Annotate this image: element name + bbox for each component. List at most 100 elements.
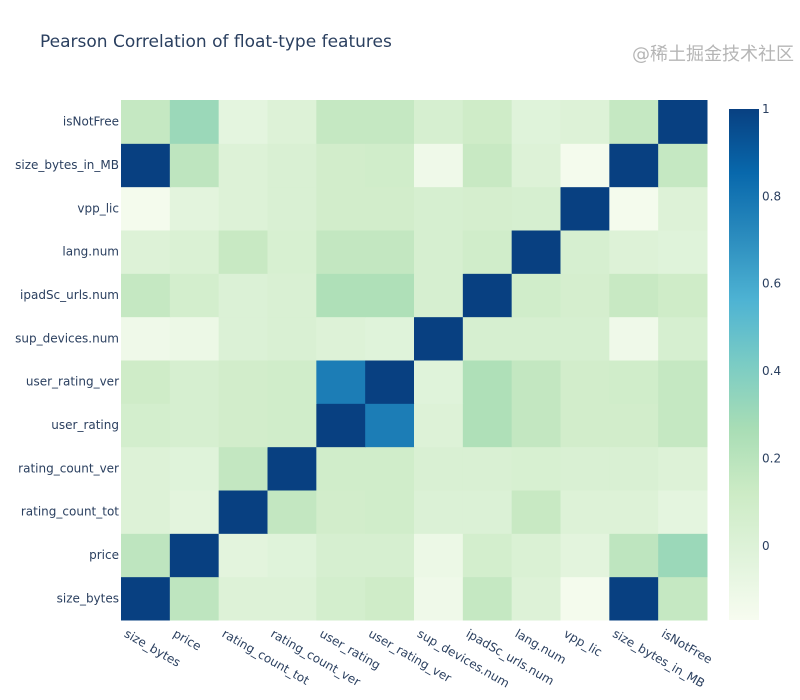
heatmap-cell-sup_devices.num-size_bytes [121, 316, 171, 361]
heatmap-cell-size_bytes_in_MB-sup_devices.num [414, 143, 464, 188]
heatmap-cell-lang.num-size_bytes_in_MB [609, 230, 659, 274]
heatmap-cell-rating_count_ver-user_rating_ver [365, 446, 415, 491]
colorbar-tick-label: 1 [762, 102, 770, 116]
heatmap-cell-user_rating_ver-vpp_lic [560, 360, 610, 404]
y-tick-label: user_rating [51, 418, 119, 432]
heatmap-cell-isNotFree-ipadSc_urls.num [462, 100, 513, 144]
x-tick-label: price [171, 626, 204, 653]
heatmap-cell-user_rating-rating_count_tot [218, 403, 268, 448]
heatmap-cell-rating_count_tot-user_rating_ver [365, 490, 415, 534]
heatmap-cell-size_bytes-lang.num [511, 576, 561, 621]
heatmap-cell-sup_devices.num-size_bytes_in_MB [609, 316, 659, 361]
heatmap-cell-vpp_lic-vpp_lic [560, 186, 610, 231]
heatmap-cell-size_bytes_in_MB-rating_count_ver [267, 143, 317, 188]
y-tick-label: vpp_lic [77, 201, 119, 215]
heatmap-cell-size_bytes_in_MB-rating_count_tot [218, 143, 268, 188]
x-tick-label: size_bytes_in_MB [610, 626, 707, 690]
heatmap-cell-price-vpp_lic [560, 533, 610, 578]
heatmap-cell-size_bytes_in_MB-size_bytes [121, 143, 171, 188]
heatmap-cell-lang.num-user_rating [316, 230, 366, 274]
heatmap-cell-sup_devices.num-user_rating_ver [365, 316, 415, 361]
x-tick-label: user_rating_ver [366, 626, 454, 685]
heatmap-cell-vpp_lic-user_rating_ver [365, 186, 415, 231]
heatmap-cell-vpp_lic-ipadSc_urls.num [462, 186, 513, 231]
heatmap-cell-ipadSc_urls.num-rating_count_tot [218, 273, 268, 318]
heatmap-cell-sup_devices.num-user_rating [316, 316, 366, 361]
heatmap-cell-rating_count_ver-sup_devices.num [414, 446, 464, 491]
heatmap-cell-user_rating-ipadSc_urls.num [462, 403, 513, 448]
heatmap-cell-vpp_lic-price [169, 186, 220, 231]
heatmap-cell-lang.num-lang.num [511, 230, 561, 274]
y-axis-tick-labels: size_bytes price rating_count_tot rating_co… [15, 115, 119, 606]
heatmap-cell-user_rating-user_rating [316, 403, 366, 448]
heatmap-cell-vpp_lic-size_bytes [121, 186, 171, 231]
heatmap-cell-lang.num-vpp_lic [560, 230, 610, 274]
heatmap-cell-user_rating-lang.num [511, 403, 561, 448]
heatmap-cell-rating_count_tot-size_bytes [121, 490, 171, 534]
heatmap-cell-sup_devices.num-rating_count_ver [267, 316, 317, 361]
heatmap-cell-ipadSc_urls.num-rating_count_ver [267, 273, 317, 318]
y-tick-label: size_bytes_in_MB [15, 158, 119, 172]
heatmap-cell-size_bytes-price [169, 576, 220, 621]
heatmap-cell-user_rating_ver-rating_count_tot [218, 360, 268, 404]
heatmap-cell-size_bytes_in_MB-user_rating [316, 143, 366, 188]
heatmap-cell-ipadSc_urls.num-ipadSc_urls.num [462, 273, 513, 318]
heatmap-cell-vpp_lic-size_bytes_in_MB [609, 186, 659, 231]
heatmap-cell-isNotFree-size_bytes_in_MB [609, 100, 659, 144]
heatmap-cell-price-user_rating [316, 533, 366, 578]
heatmap-cell-sup_devices.num-lang.num [511, 316, 561, 361]
colorbar-gradient [729, 109, 759, 620]
heatmap-cell-isNotFree-rating_count_ver [267, 100, 317, 144]
heatmap-cell-price-size_bytes [121, 533, 171, 578]
heatmap-cell-size_bytes-rating_count_ver [267, 576, 317, 621]
colorbar-tick-label: 0.2 [762, 451, 781, 465]
heatmap-cell-isNotFree-sup_devices.num [414, 100, 464, 144]
heatmap-cell-size_bytes-isNotFree [658, 576, 708, 621]
heatmap-cell-user_rating-rating_count_ver [267, 403, 317, 448]
heatmap-cell-user_rating_ver-isNotFree [658, 360, 708, 404]
heatmap-cell-ipadSc_urls.num-user_rating [316, 273, 366, 318]
heatmap-cell-price-rating_count_ver [267, 533, 317, 578]
heatmap-cell-vpp_lic-rating_count_ver [267, 186, 317, 231]
heatmap-cell-user_rating_ver-user_rating [316, 360, 366, 404]
heatmap-cell-user_rating-vpp_lic [560, 403, 610, 448]
heatmap-cell-user_rating_ver-user_rating_ver [365, 360, 415, 404]
heatmap-cell-vpp_lic-isNotFree [658, 186, 708, 231]
heatmap-cell-price-sup_devices.num [414, 533, 464, 578]
heatmap-cells [121, 100, 708, 621]
heatmap-cell-rating_count_tot-rating_count_tot [218, 490, 268, 534]
heatmap-cell-ipadSc_urls.num-user_rating_ver [365, 273, 415, 318]
heatmap-cell-rating_count_tot-lang.num [511, 490, 561, 534]
heatmap-cell-isNotFree-price [169, 100, 220, 144]
heatmap-cell-sup_devices.num-vpp_lic [560, 316, 610, 361]
heatmap-cell-size_bytes_in_MB-isNotFree [658, 143, 708, 188]
heatmap-cell-rating_count_ver-isNotFree [658, 446, 708, 491]
y-tick-label: lang.num [62, 245, 119, 259]
heatmap-cell-vpp_lic-user_rating [316, 186, 366, 231]
colorbar-tick-label: 0 [762, 539, 770, 553]
heatmap-cell-rating_count_tot-size_bytes_in_MB [609, 490, 659, 534]
heatmap-cell-rating_count_ver-rating_count_ver [267, 446, 317, 491]
heatmap-cell-rating_count_ver-size_bytes [121, 446, 171, 491]
heatmap-cell-size_bytes_in_MB-lang.num [511, 143, 561, 188]
heatmap-cell-user_rating-sup_devices.num [414, 403, 464, 448]
heatmap-cell-ipadSc_urls.num-isNotFree [658, 273, 708, 318]
colorbar-tick-label: 0.6 [762, 277, 781, 291]
heatmap-cell-lang.num-isNotFree [658, 230, 708, 274]
heatmap-cell-sup_devices.num-sup_devices.num [414, 316, 464, 361]
heatmap-cell-isNotFree-isNotFree [658, 100, 708, 144]
heatmap-cell-price-lang.num [511, 533, 561, 578]
y-tick-label: size_bytes [57, 591, 119, 605]
heatmap-cell-rating_count_ver-lang.num [511, 446, 561, 491]
heatmap-cell-lang.num-sup_devices.num [414, 230, 464, 274]
heatmap-cell-user_rating-isNotFree [658, 403, 708, 448]
heatmap-cell-user_rating_ver-size_bytes_in_MB [609, 360, 659, 404]
heatmap-cell-size_bytes_in_MB-user_rating_ver [365, 143, 415, 188]
heatmap-cell-isNotFree-vpp_lic [560, 100, 610, 144]
heatmap-cell-ipadSc_urls.num-price [169, 273, 220, 318]
heatmap-cell-lang.num-user_rating_ver [365, 230, 415, 274]
colorbar-tick-label: 0.4 [762, 364, 781, 378]
heatmap-cell-price-isNotFree [658, 533, 708, 578]
